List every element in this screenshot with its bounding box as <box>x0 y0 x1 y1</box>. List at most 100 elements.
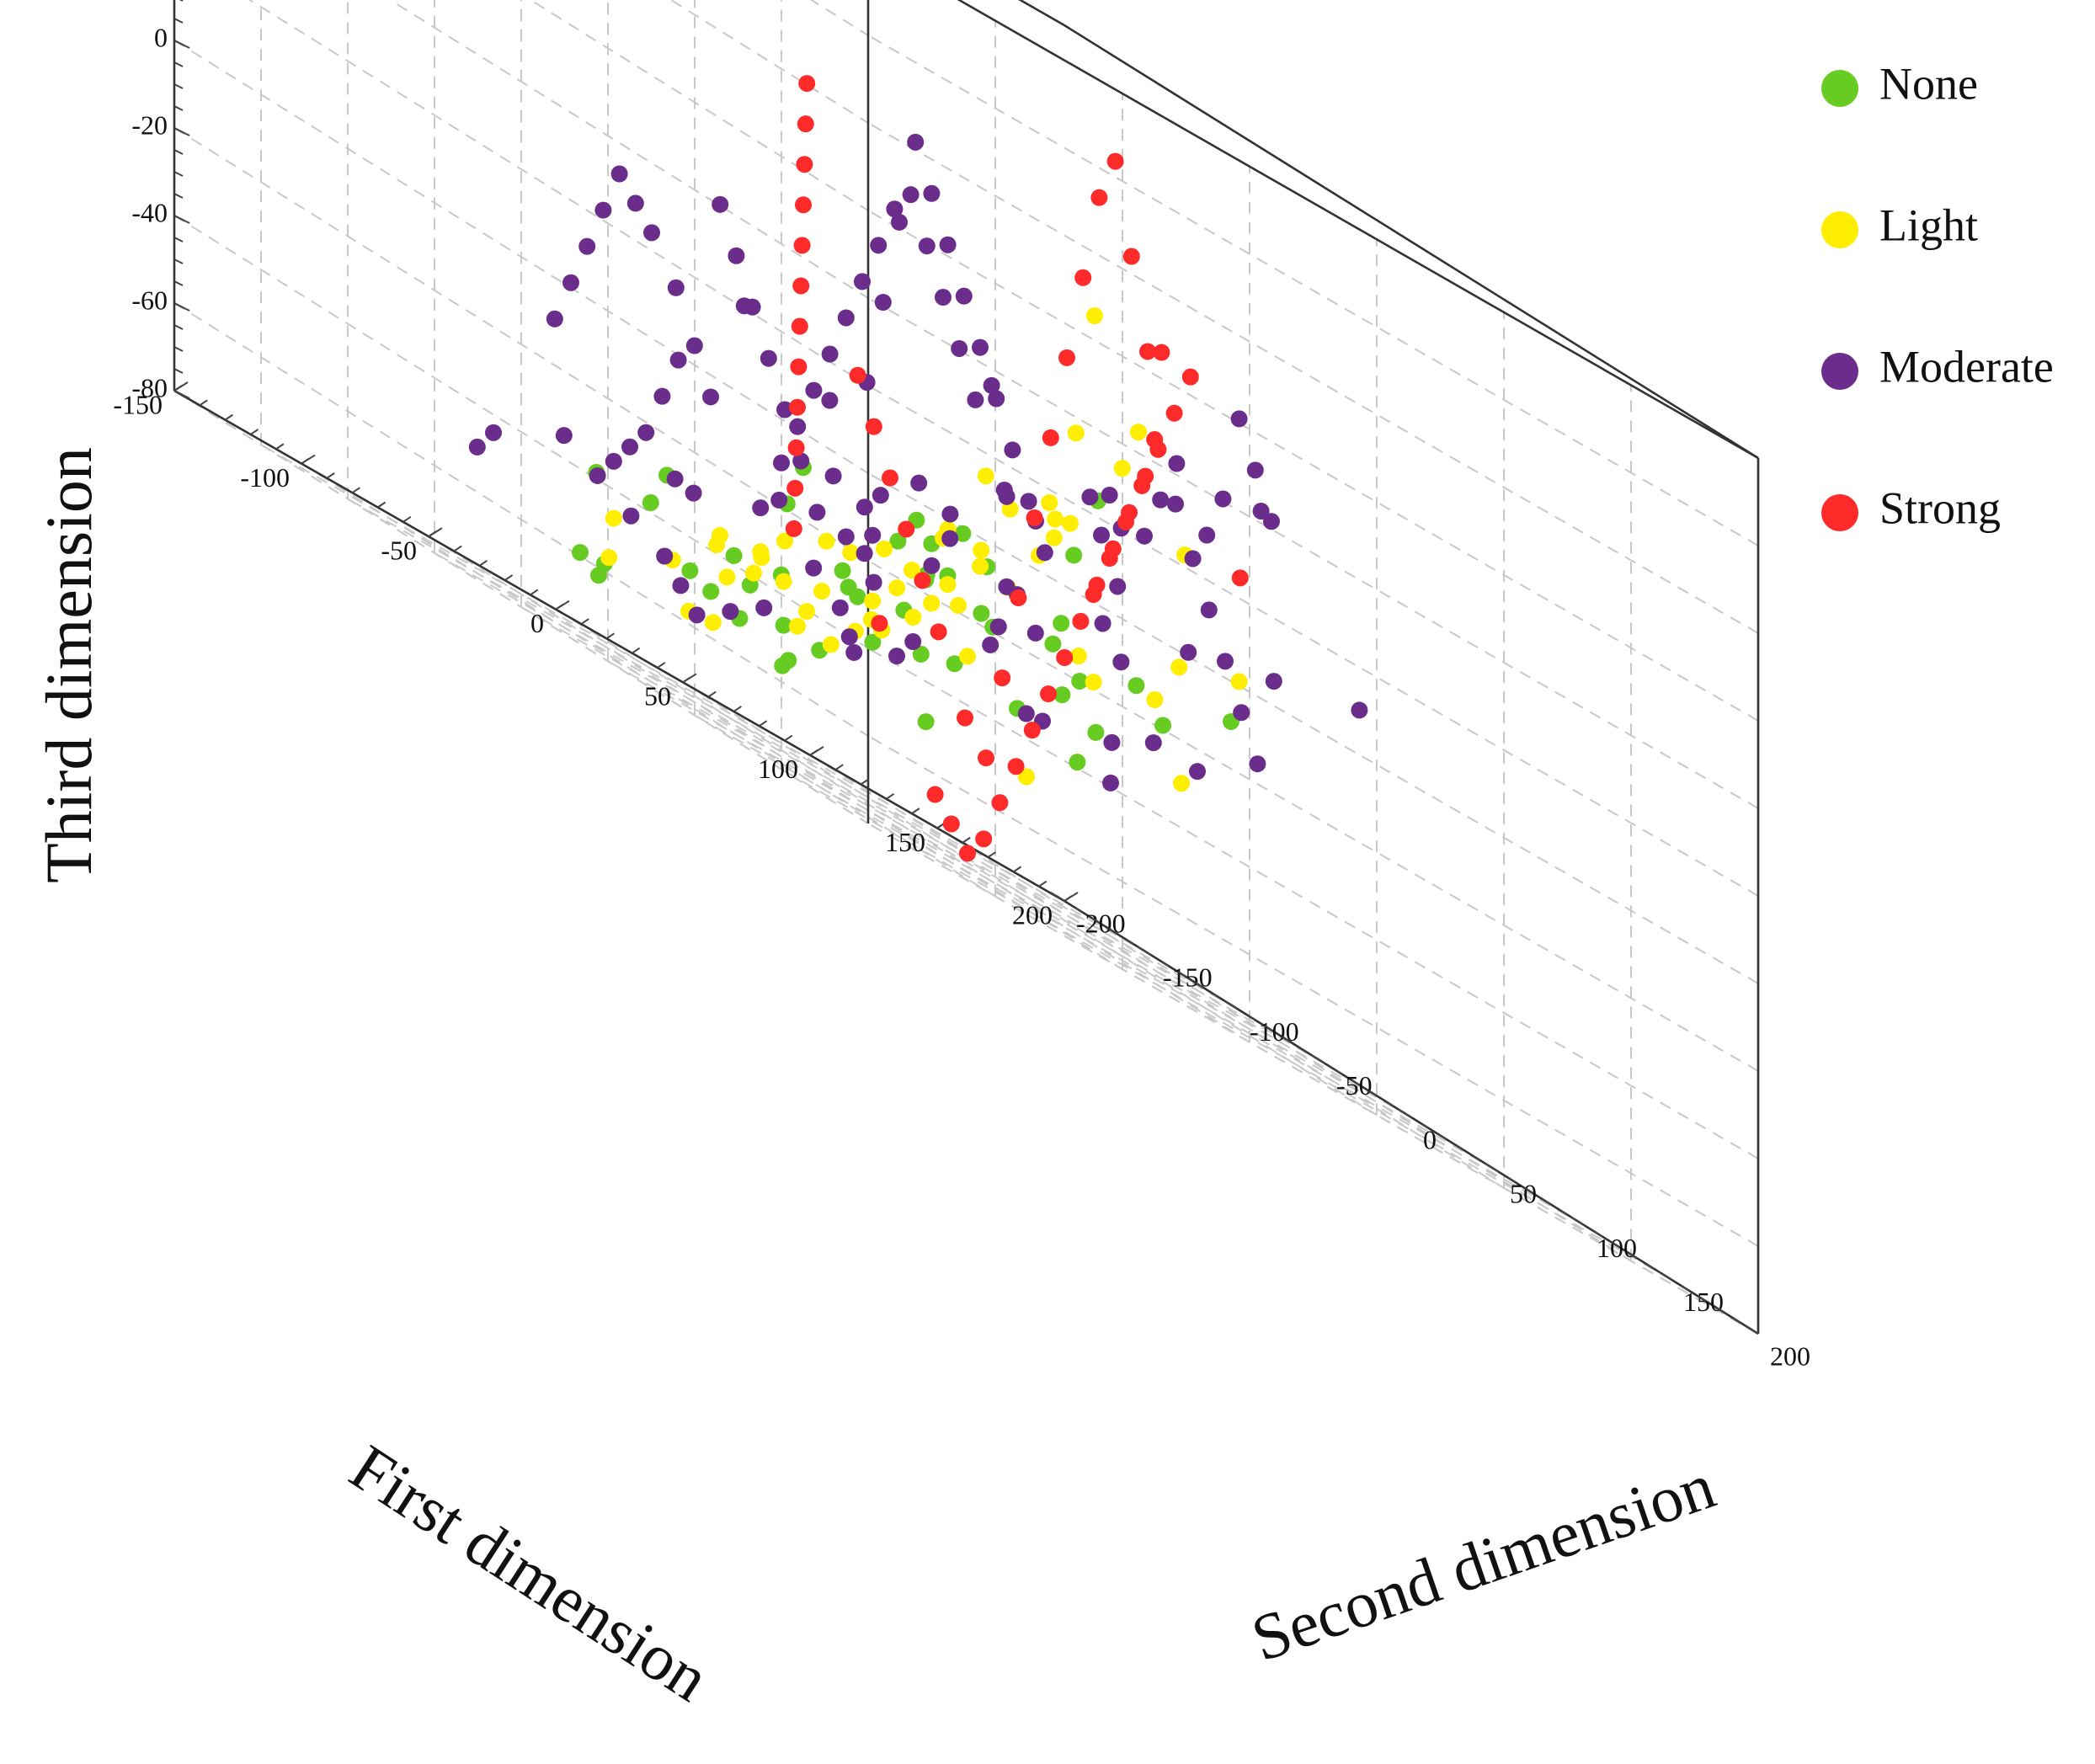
point-moderate <box>1265 673 1282 690</box>
point-moderate <box>837 309 855 327</box>
x-tick-label: 150 <box>885 827 925 857</box>
x-minor-tick <box>275 443 285 450</box>
point-light <box>1018 768 1035 786</box>
x-minor-tick <box>733 706 742 712</box>
z-minor-tick <box>173 83 184 89</box>
x-minor-tick <box>377 501 386 509</box>
point-strong <box>959 845 976 862</box>
point-moderate <box>1189 763 1206 781</box>
point-moderate <box>831 599 849 616</box>
grid-line <box>867 560 1759 1072</box>
axes-frame <box>173 0 1760 1335</box>
point-strong <box>795 196 812 214</box>
point-moderate <box>1093 526 1110 544</box>
point-moderate <box>656 547 674 565</box>
y-minor-tick <box>1576 1219 1586 1227</box>
point-strong <box>1165 404 1183 422</box>
x-minor-tick <box>834 764 844 771</box>
z-tick-label: -80 <box>131 372 168 402</box>
frame-edge <box>1063 24 1759 460</box>
z-tick-label: -40 <box>131 197 168 227</box>
y-minor-tick <box>1681 1284 1690 1292</box>
point-moderate <box>1200 601 1218 619</box>
point-moderate <box>626 195 644 212</box>
y-minor-tick <box>1663 1273 1672 1281</box>
y-minor-tick <box>1351 1079 1360 1086</box>
x-minor-tick <box>759 720 768 727</box>
point-strong <box>1231 569 1249 587</box>
grid-line <box>173 127 869 562</box>
y-tick-label: -200 <box>1076 908 1126 938</box>
y-minor-tick <box>1542 1197 1551 1205</box>
z-minor-tick <box>173 280 184 286</box>
point-moderate <box>1112 653 1130 671</box>
grid-line <box>607 660 1499 1173</box>
point-light <box>904 562 920 579</box>
point-light <box>864 592 882 610</box>
x-minor-tick <box>707 690 717 698</box>
point-strong <box>798 75 816 93</box>
point-moderate <box>1198 526 1216 544</box>
point-light <box>977 467 994 485</box>
point-strong <box>898 520 915 538</box>
point-light <box>1047 510 1064 528</box>
point-moderate <box>1102 774 1119 791</box>
legend-marker-strong <box>1821 494 1858 531</box>
x-minor-tick <box>453 545 462 552</box>
point-moderate <box>546 310 563 328</box>
point-light <box>1069 648 1087 665</box>
point-moderate <box>1026 624 1044 642</box>
point-strong <box>1139 343 1156 360</box>
point-moderate <box>605 452 622 470</box>
point-light <box>798 603 815 621</box>
point-moderate <box>808 504 826 521</box>
point-light <box>1067 424 1085 442</box>
point-moderate <box>1101 487 1118 504</box>
x-minor-tick <box>250 429 259 435</box>
point-moderate <box>1233 704 1250 722</box>
x-tick-label: 100 <box>758 754 798 784</box>
x-minor-tick <box>555 603 564 610</box>
point-moderate <box>856 498 873 516</box>
point-light <box>1170 658 1188 676</box>
z-minor-tick <box>173 171 184 177</box>
grid-line <box>347 498 1239 1010</box>
point-moderate <box>824 467 842 485</box>
point-moderate <box>752 499 770 517</box>
point-none <box>912 645 930 663</box>
grid-line <box>173 390 869 824</box>
point-moderate <box>941 530 959 547</box>
point-moderate <box>760 349 777 367</box>
y-minor-tick <box>1611 1241 1620 1249</box>
x-minor-tick <box>605 632 615 640</box>
point-light <box>1113 460 1131 477</box>
frame-edge <box>957 0 1759 460</box>
frame-edge <box>173 389 1065 903</box>
point-strong <box>865 418 882 435</box>
point-moderate <box>865 573 882 591</box>
point-light <box>1085 674 1102 691</box>
point-none <box>946 655 963 673</box>
y-tick-label: 0 <box>1423 1124 1437 1154</box>
point-moderate <box>907 133 925 151</box>
point-moderate <box>886 200 904 218</box>
point-moderate <box>923 184 941 202</box>
point-strong <box>1101 549 1118 567</box>
z-minor-tick <box>173 258 184 264</box>
point-moderate <box>1020 493 1037 510</box>
point-moderate <box>789 418 807 435</box>
point-moderate <box>1351 701 1368 719</box>
point-moderate <box>805 381 823 399</box>
point-moderate <box>1230 410 1248 428</box>
x-minor-tick <box>402 515 412 523</box>
y-minor-tick <box>1125 938 1134 946</box>
x-minor-tick <box>504 574 514 581</box>
point-moderate <box>1252 502 1270 520</box>
point-strong <box>1153 344 1170 361</box>
grid-line <box>867 297 1759 809</box>
point-none <box>1071 672 1089 690</box>
z-minor-tick <box>173 237 184 242</box>
point-strong <box>785 520 802 537</box>
point-none <box>642 494 659 512</box>
y-minor-tick <box>1282 1036 1291 1042</box>
